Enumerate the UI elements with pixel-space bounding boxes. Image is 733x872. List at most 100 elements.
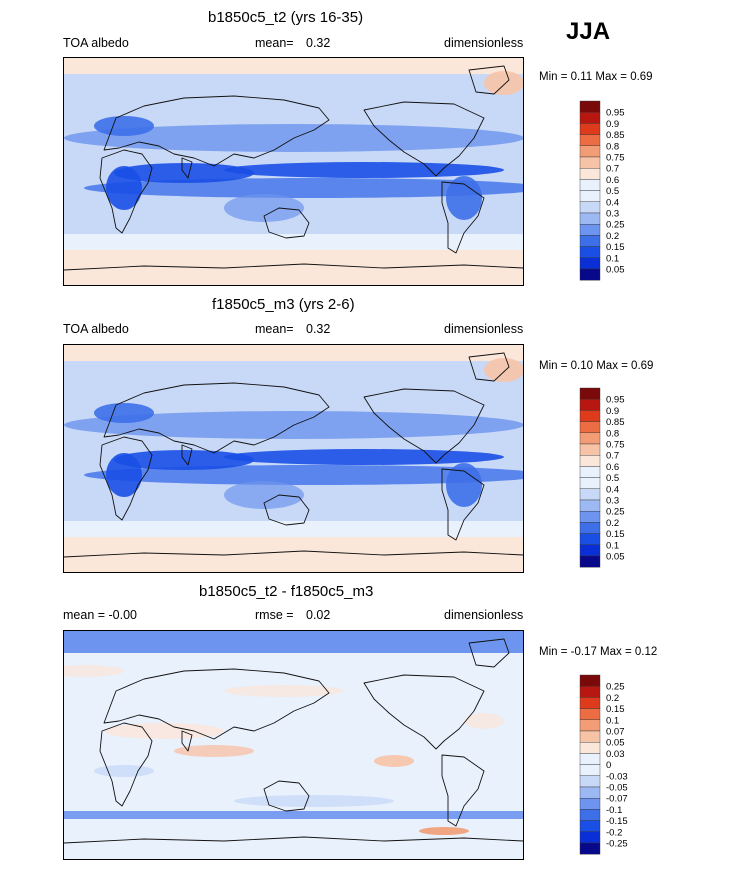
coastline	[181, 444, 193, 466]
colorbar-tick-label: 0.25	[606, 220, 625, 231]
coastline	[441, 468, 485, 541]
colorbar-box	[579, 741, 601, 754]
coastline	[103, 668, 330, 740]
coastline	[103, 95, 330, 167]
colorbar-box	[579, 809, 601, 821]
colorbar-box	[579, 123, 601, 135]
colorbar-tick-label: 0.05	[606, 738, 625, 749]
coastline	[99, 436, 153, 521]
panel-3-map-svg	[64, 631, 523, 859]
colorbar-box	[579, 831, 601, 844]
colorbar-tick-label: 0.5	[606, 473, 619, 484]
colorbar-tick-label: 0.4	[606, 484, 619, 495]
field-band	[64, 631, 523, 859]
panel-2-minmax: Min = 0.10 Max = 0.69	[539, 360, 654, 372]
colorbar-tick-label: 0.25	[606, 507, 625, 518]
colorbar-box	[579, 212, 601, 225]
panel-1-title: b1850c5_t2 (yrs 16-35)	[208, 9, 364, 26]
colorbar-tick-label: 0.15	[606, 529, 625, 540]
colorbar-box	[579, 100, 601, 113]
colorbar-tick-label: 0.6	[606, 462, 619, 473]
colorbar-box	[579, 499, 601, 512]
colorbar-tick-label: 0.75	[606, 440, 625, 451]
coastline	[441, 754, 485, 827]
panel-2-colorbar-svg: 0.950.90.850.80.750.70.60.50.40.30.250.2…	[579, 387, 625, 568]
colorbar-tick-label: 0.7	[606, 451, 619, 462]
panel-1-minmax: Min = 0.11 Max = 0.69	[539, 71, 653, 83]
colorbar-tick-label: 0.05	[606, 552, 625, 563]
field-contour	[224, 685, 344, 697]
field-contour	[94, 116, 154, 136]
panel-3-rmse-value: 0.02	[306, 608, 331, 622]
colorbar-tick-label: -0.25	[606, 839, 628, 850]
colorbar-tick-label: 0.8	[606, 141, 619, 152]
colorbar-box	[579, 764, 601, 776]
colorbar-tick-label: 0.25	[606, 682, 625, 693]
colorbar-tick-label: 0.9	[606, 119, 619, 130]
panel-2-mean-value: 0.32	[306, 322, 331, 336]
coastline	[181, 157, 193, 179]
panel-1-units: dimensionless	[444, 36, 524, 50]
coastline	[363, 388, 485, 464]
panel-1-map	[63, 57, 524, 286]
colorbar-tick-label: 0.85	[606, 417, 625, 428]
field-contour	[174, 745, 254, 757]
colorbar-box	[579, 167, 601, 180]
colorbar-box	[579, 510, 601, 523]
field-contour	[106, 166, 142, 210]
colorbar-box	[579, 719, 601, 732]
field-contour	[446, 463, 482, 507]
colorbar-box	[579, 398, 601, 411]
panel-3-colorbar-svg: 0.250.20.150.10.070.050.030-0.03-0.05-0.…	[579, 674, 628, 855]
colorbar-box	[579, 246, 601, 259]
colorbar-tick-label: 0.3	[606, 209, 619, 220]
coastline	[363, 101, 485, 177]
coastline	[263, 494, 310, 526]
colorbar-box	[579, 555, 601, 568]
colorbar-box	[579, 201, 601, 214]
colorbar-box	[579, 786, 601, 799]
colorbar-box	[579, 410, 601, 422]
field-contour	[224, 449, 504, 465]
colorbar-tick-label: 0.95	[606, 108, 625, 119]
colorbar-tick-label: 0.85	[606, 130, 625, 141]
coastline	[99, 722, 153, 807]
field-band	[64, 521, 523, 537]
coastline	[103, 382, 330, 454]
field-band	[64, 234, 523, 250]
field-contour	[106, 453, 142, 497]
colorbar-box	[579, 533, 601, 546]
panel-2-map	[63, 344, 524, 573]
colorbar-tick-label: 0.2	[606, 231, 619, 242]
panel-1-colorbar: 0.95 0.9 0.85 0.8 0.75 0.7 0.6 0.5 0.4 0.3 0.25 0.2…	[579, 100, 660, 284]
colorbar-tick-label: 0.03	[606, 749, 625, 760]
colorbar-box	[579, 257, 601, 270]
coastline	[181, 730, 193, 752]
colorbar-tick-label: 0	[606, 760, 611, 771]
coastline	[263, 207, 310, 239]
field-contour	[224, 162, 504, 178]
field-contour	[94, 403, 154, 423]
colorbar-tick-label: 0.2	[606, 518, 619, 529]
colorbar-tick-label: 0.5	[606, 186, 619, 197]
colorbar-box	[579, 190, 601, 202]
colorbar-box	[579, 820, 601, 833]
colorbar-box	[579, 443, 601, 456]
colorbar-box	[579, 145, 601, 158]
field-band	[64, 74, 523, 94]
colorbar-box	[579, 488, 601, 501]
colorbar-box	[579, 432, 601, 445]
field-contour	[234, 795, 394, 807]
coastline	[64, 836, 523, 844]
colorbar-tick-label: 0.7	[606, 164, 619, 175]
field-contour	[464, 713, 504, 729]
coastline	[263, 780, 310, 812]
colorbar-tick-label: -0.2	[606, 827, 622, 838]
coastline	[468, 638, 510, 668]
field-band	[64, 631, 523, 653]
panel-1-map-svg	[64, 58, 523, 285]
panel-3-colorbar: 0.25 0.2 0.15 0.1 0.07 0.05 0.03 0 -0.03 -0.05 -0.…	[579, 674, 660, 858]
field-contour	[104, 723, 224, 739]
colorbar-box	[579, 387, 601, 400]
panel-3-rmse-label: rmse =	[255, 608, 294, 622]
